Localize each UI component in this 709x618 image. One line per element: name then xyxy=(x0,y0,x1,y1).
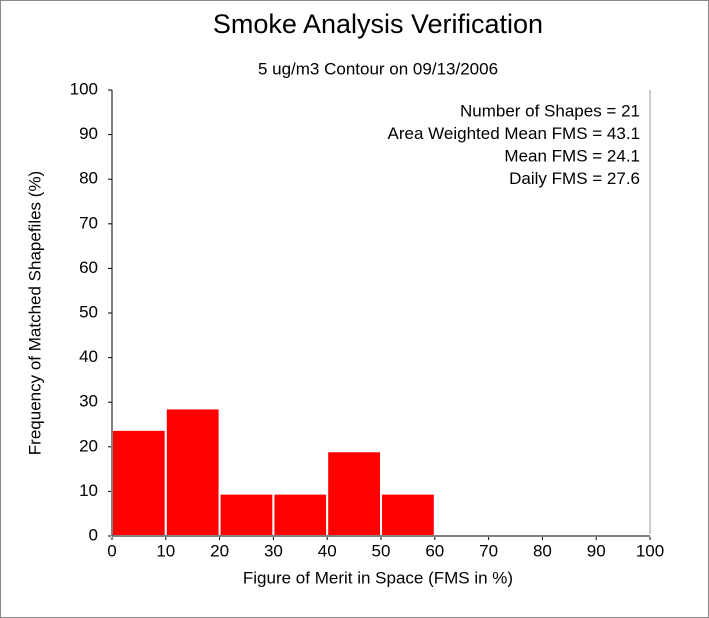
y-tick-label: 40 xyxy=(79,347,98,366)
x-tick-label: 10 xyxy=(156,541,175,560)
annotation: Daily FMS = 27.6 xyxy=(509,169,640,188)
bar xyxy=(111,428,167,537)
x-tick-label: 20 xyxy=(210,541,229,560)
bar xyxy=(272,492,329,538)
x-tick-label: 0 xyxy=(107,541,116,560)
chart-subtitle: 5 ug/m3 Contour on 09/13/2006 xyxy=(258,59,498,78)
chart-title: Smoke Analysis Verification xyxy=(213,9,543,39)
y-tick-label: 90 xyxy=(79,124,98,143)
bar xyxy=(380,492,436,538)
x-tick-label: 40 xyxy=(318,541,337,560)
annotation: Area Weighted Mean FMS = 43.1 xyxy=(388,124,640,143)
x-axis-label: Figure of Merit in Space (FMS in %) xyxy=(243,568,513,587)
x-tick-label: 70 xyxy=(479,541,498,560)
x-tick-label: 100 xyxy=(636,541,664,560)
y-tick-label: 20 xyxy=(79,436,98,455)
y-tick-label: 70 xyxy=(79,213,98,232)
x-tick-label: 30 xyxy=(264,541,283,560)
y-tick-label: 50 xyxy=(79,302,98,321)
x-tick-label: 80 xyxy=(533,541,552,560)
bar xyxy=(218,492,275,538)
y-tick-label: 100 xyxy=(70,79,98,98)
y-tick-label: 60 xyxy=(79,258,98,277)
bar xyxy=(326,450,383,538)
y-tick-label: 80 xyxy=(79,169,98,188)
x-tick-label: 50 xyxy=(372,541,391,560)
bar xyxy=(649,534,705,537)
y-tick-label: 0 xyxy=(89,525,98,544)
y-tick-label: 10 xyxy=(79,481,98,500)
y-tick-label: 30 xyxy=(79,392,98,411)
bar xyxy=(164,407,221,537)
annotation: Number of Shapes = 21 xyxy=(460,101,640,120)
annotation: Mean FMS = 24.1 xyxy=(504,146,640,165)
x-tick-label: 90 xyxy=(587,541,606,560)
x-tick-label: 60 xyxy=(425,541,444,560)
y-axis-label: Frequency of Matched Shapefiles (%) xyxy=(25,171,44,455)
